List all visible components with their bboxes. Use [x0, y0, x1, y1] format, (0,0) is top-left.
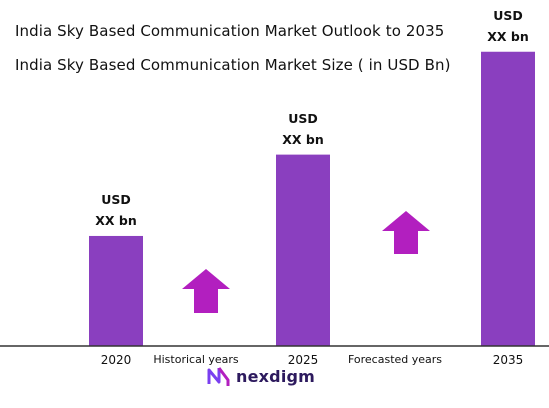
brand-logo: nexdigm — [206, 364, 315, 388]
chart-title: India Sky Based Communication Market Out… — [15, 22, 445, 40]
value-amount-label: XX bn — [487, 28, 529, 44]
bar-value-label-2025: USD XX bn — [263, 108, 343, 150]
bar-2020 — [89, 235, 143, 346]
bar-2035 — [481, 51, 535, 346]
period-label-historical: Historical years — [153, 353, 239, 366]
value-currency-label: USD — [493, 7, 523, 23]
bar-value-label-2020: USD XX bn — [76, 189, 156, 231]
value-amount-label: XX bn — [282, 131, 324, 147]
logo-text: nexdigm — [236, 366, 316, 386]
value-currency-label: USD — [288, 110, 318, 126]
x-tick-label-2025: 2025 — [287, 353, 319, 367]
value-currency-label: USD — [101, 191, 131, 207]
value-amount-label: XX bn — [95, 212, 137, 228]
x-tick-label-2035: 2035 — [492, 353, 524, 367]
period-label-forecast: Forecasted years — [347, 353, 443, 366]
bar-value-label-2035: USD XX bn — [468, 5, 548, 47]
growth-arrow-icon — [182, 269, 230, 313]
growth-arrow-icon — [382, 211, 430, 254]
nexdigm-logo-icon — [207, 367, 230, 386]
chart-subtitle: India Sky Based Communication Market Siz… — [15, 56, 451, 74]
bar-2025 — [276, 154, 330, 346]
x-tick-label-2020: 2020 — [100, 353, 132, 367]
